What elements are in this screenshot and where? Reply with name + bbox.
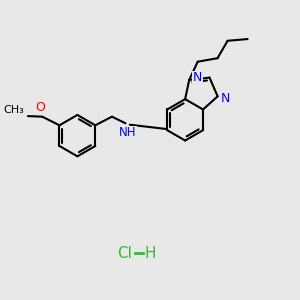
- Text: N: N: [193, 71, 202, 84]
- Text: NH: NH: [119, 126, 136, 140]
- Text: Cl: Cl: [117, 246, 132, 261]
- Text: H: H: [145, 246, 156, 261]
- Text: O: O: [35, 101, 45, 114]
- Text: N: N: [221, 92, 230, 105]
- Text: CH₃: CH₃: [3, 105, 24, 115]
